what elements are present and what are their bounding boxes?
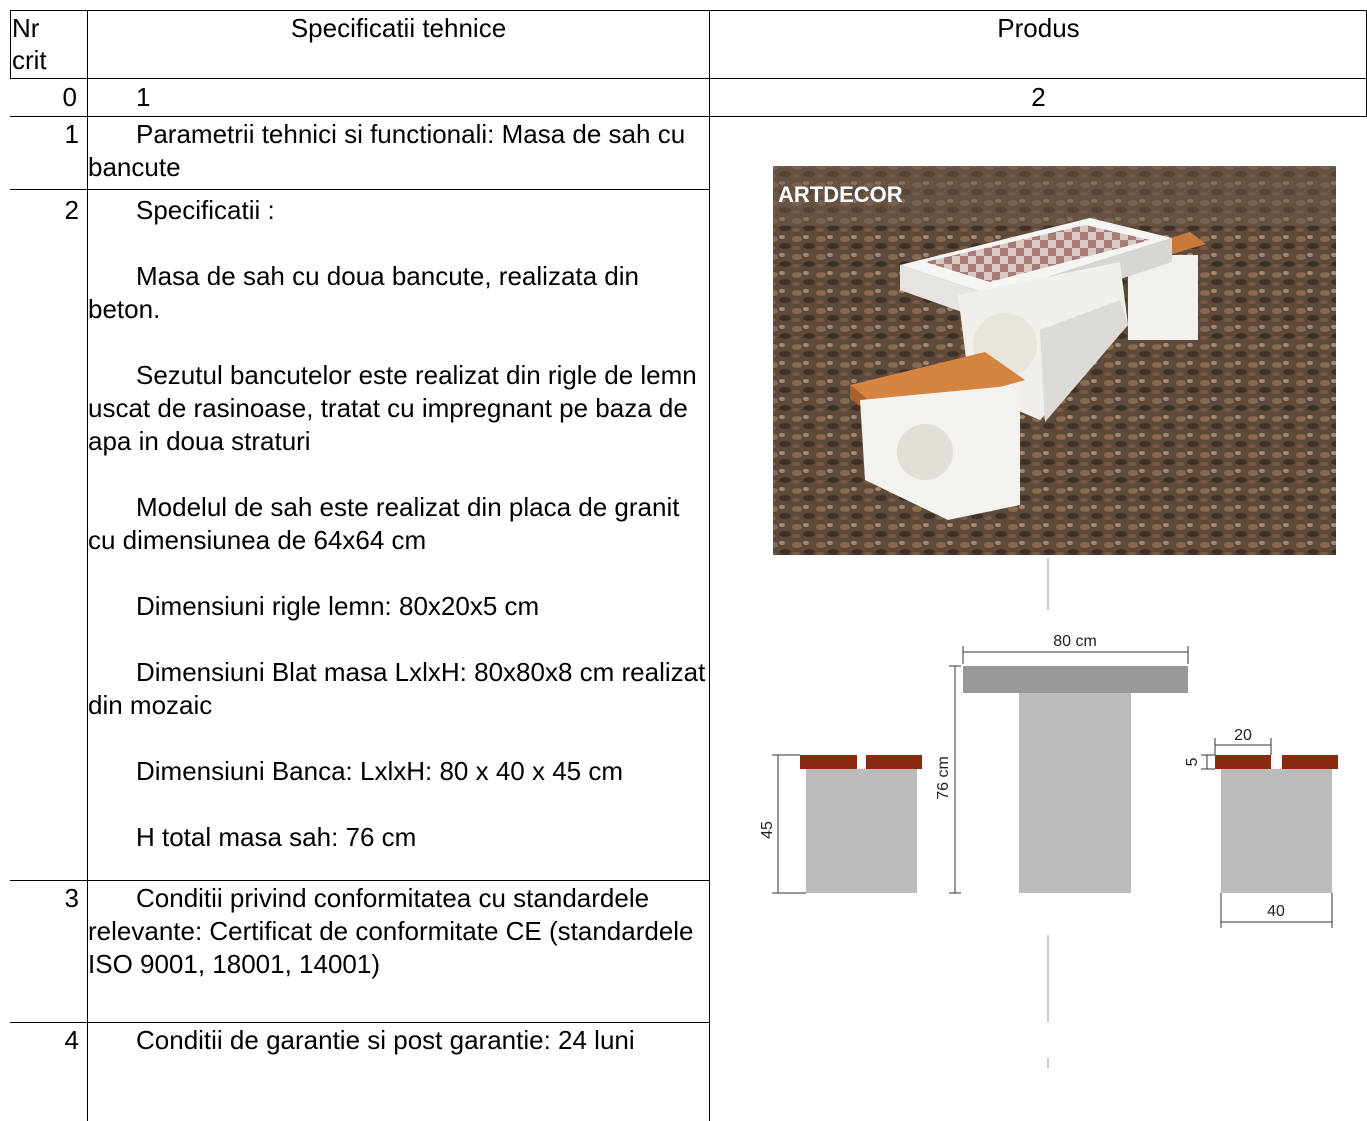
dim-label: 5 xyxy=(1184,757,1201,766)
row-number: 1 xyxy=(64,119,79,149)
spec-paragraph: Sezutul bancutelor este realizat din rig… xyxy=(88,360,697,456)
rule xyxy=(10,10,11,78)
dimension-diagram: 80 cm 76 cm 45 20 5 40 xyxy=(759,633,1338,928)
row-number: 2 xyxy=(64,195,79,225)
logo: ARTDECOR xyxy=(778,182,903,207)
dim-label: 80 cm xyxy=(1053,633,1097,650)
rule xyxy=(10,1022,710,1023)
product-photo: ARTDECOR xyxy=(773,166,1336,555)
spec-paragraph: Specificatii : xyxy=(136,195,275,225)
spec-paragraph: Modelul de sah este realizat din placa d… xyxy=(88,492,680,555)
header-nr: Nr crit xyxy=(12,13,47,75)
dim-label: 40 xyxy=(1267,903,1285,920)
dim-label: 76 cm xyxy=(935,756,952,800)
spec-paragraph: Conditii de garantie si post garantie: 2… xyxy=(136,1025,635,1055)
rule xyxy=(709,10,710,1121)
spec-cell: Conditii privind conformitatea cu standa… xyxy=(88,882,709,981)
index-cell: 2 xyxy=(1031,82,1046,112)
rule xyxy=(10,78,1367,79)
rule xyxy=(10,880,710,881)
spec-paragraph: Conditii privind conformitatea cu standa… xyxy=(88,883,694,979)
spec-cell: Parametrii tehnici si functionali: Masa … xyxy=(88,118,709,184)
index-cell: 0 xyxy=(62,82,77,112)
rule xyxy=(10,189,710,190)
spec-paragraph: Dimensiuni Blat masa LxlxH: 80x80x8 cm r… xyxy=(88,657,706,720)
header-spec: Specificatii tehnice xyxy=(290,13,507,43)
spec-paragraph: Dimensiuni rigle lemn: 80x20x5 cm xyxy=(136,591,540,621)
spec-cell: Specificatii : Masa de sah cu doua bancut… xyxy=(88,194,709,854)
rule xyxy=(87,10,88,1121)
spec-paragraph: Masa de sah cu doua bancute, realizata d… xyxy=(88,261,640,324)
rule xyxy=(10,116,1367,117)
row-number: 3 xyxy=(64,883,79,913)
spec-paragraph: Parametrii tehnici si functionali: Masa … xyxy=(88,119,686,182)
spec-paragraph: H total masa sah: 76 cm xyxy=(136,822,417,852)
header-product: Produs xyxy=(997,13,1080,43)
index-cell: 1 xyxy=(136,82,151,112)
dim-label: 20 xyxy=(1234,727,1252,744)
dim-label: 45 xyxy=(759,821,776,839)
spec-paragraph: Dimensiuni Banca: LxlxH: 80 x 40 x 45 cm xyxy=(136,756,623,786)
spec-cell: Conditii de garantie si post garantie: 2… xyxy=(88,1024,709,1057)
row-number: 4 xyxy=(64,1025,79,1055)
rule xyxy=(10,10,1367,11)
